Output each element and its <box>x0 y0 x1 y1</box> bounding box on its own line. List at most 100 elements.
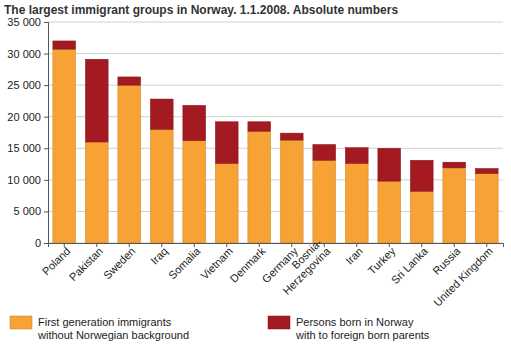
tick: United Kingdom <box>431 243 495 309</box>
tick-mark <box>44 148 48 149</box>
bar <box>443 162 466 168</box>
tick: Iran <box>343 243 365 267</box>
tick: Iraq <box>148 243 170 267</box>
tick-label: Sri Lanka <box>389 244 431 286</box>
tick-label: Bosnia-Herzegovina <box>272 236 333 297</box>
tick-label-line: Sweden <box>101 245 138 282</box>
tick-label: 35 000 <box>7 16 41 28</box>
bar <box>183 105 206 140</box>
bar <box>443 168 466 243</box>
tick-label-line: Pakistan <box>67 245 105 283</box>
tick-mark <box>44 85 48 86</box>
tick-label: 25 000 <box>7 79 41 91</box>
bar <box>53 41 76 49</box>
tick-label-line: Iran <box>343 245 365 267</box>
x-axis: PolandPakistanSwedenIraqSomaliaVietnamDe… <box>40 236 504 309</box>
legend-label: Persons born in Norwaywith to foreign bo… <box>295 316 430 341</box>
grid <box>48 22 503 243</box>
bar <box>378 148 401 181</box>
tick: 30 000 <box>7 48 48 60</box>
legend-label-line: First generation immigrants <box>38 316 172 328</box>
tick: 10 000 <box>7 174 48 186</box>
tick-label: 10 000 <box>7 174 41 186</box>
bar <box>410 191 433 243</box>
grid-line <box>48 85 503 86</box>
bar <box>85 59 108 142</box>
y-axis: 0 5 000 10 000 15 000 20 000 25 000 30 000 35 0… <box>7 16 48 249</box>
tick: Somalia <box>166 243 203 281</box>
bar <box>118 77 141 85</box>
bar <box>150 129 173 243</box>
tick-label-line: Sri Lanka <box>389 244 431 286</box>
bar <box>248 131 271 243</box>
bars <box>53 41 498 243</box>
tick-label-line: Somalia <box>166 244 203 281</box>
tick: 0 <box>35 237 48 249</box>
bar <box>313 144 336 160</box>
legend-label-line: Persons born in Norway <box>296 316 414 328</box>
plot: 0 5 000 10 000 15 000 20 000 25 000 30 000 35 0… <box>7 16 503 309</box>
tick-label: Pakistan <box>67 245 105 283</box>
tick-mark <box>44 243 48 244</box>
tick-label-line: United Kingdom <box>431 245 495 309</box>
tick-label: 20 000 <box>7 111 41 123</box>
grid-line <box>48 148 503 149</box>
legend-item: First generation immigrantswithout Norwe… <box>10 316 189 341</box>
grid-line <box>48 179 503 180</box>
axis-line <box>49 244 504 248</box>
tick: Sri Lanka <box>389 243 431 286</box>
legend: First generation immigrantswithout Norwe… <box>10 316 430 341</box>
tick: 15 000 <box>7 142 48 154</box>
grid-line <box>48 211 503 212</box>
bar <box>183 141 206 243</box>
legend-item: Persons born in Norwaywith to foreign bo… <box>268 316 430 341</box>
tick-label: 5 000 <box>13 205 41 217</box>
bar <box>475 174 498 243</box>
tick: Sweden <box>101 243 138 281</box>
tick: 5 000 <box>13 205 48 217</box>
bar <box>150 99 173 129</box>
legend-label-line: without Norwegian background <box>37 329 189 341</box>
bar <box>215 163 238 243</box>
bar <box>215 122 238 164</box>
tick-label: Iran <box>343 245 365 267</box>
tick: Turkey <box>366 243 398 277</box>
bar <box>280 133 303 140</box>
tick-label: Iraq <box>148 245 170 267</box>
legend-label-line: with to foreign born parents <box>295 329 430 341</box>
tick: 25 000 <box>7 79 48 91</box>
bar <box>118 85 141 243</box>
tick-mark <box>44 180 48 181</box>
bar <box>85 142 108 243</box>
tick: 35 000 <box>7 16 48 28</box>
legend-swatch <box>268 316 290 329</box>
legend-label: First generation immigrantswithout Norwe… <box>37 316 189 341</box>
bar <box>475 168 498 173</box>
grid-line <box>48 53 503 54</box>
tick-mark <box>44 117 48 118</box>
tick-label: 0 <box>35 237 41 249</box>
tick: Bosnia-Herzegovina <box>272 236 333 297</box>
bar <box>313 160 336 243</box>
chart: The largest immigrant groups in Norway. … <box>0 0 511 351</box>
tick: 20 000 <box>7 111 48 123</box>
bar <box>378 181 401 243</box>
bar <box>248 122 271 131</box>
title: The largest immigrant groups in Norway. … <box>4 3 398 17</box>
tick-mark <box>44 211 48 212</box>
series <box>53 41 498 191</box>
legend-swatch <box>10 316 32 329</box>
tick-mark <box>44 54 48 55</box>
bar <box>53 49 76 243</box>
axis-line <box>44 23 49 244</box>
tick: Pakistan <box>67 243 105 283</box>
tick-label: Somalia <box>166 244 203 281</box>
tick-label-line: Herzegovina <box>280 244 333 297</box>
bar <box>345 148 368 164</box>
bar <box>280 140 303 243</box>
bar <box>410 160 433 191</box>
series <box>53 49 498 243</box>
tick-label: United Kingdom <box>431 245 495 309</box>
tick-label: 15 000 <box>7 142 41 154</box>
grid-line <box>48 116 503 117</box>
